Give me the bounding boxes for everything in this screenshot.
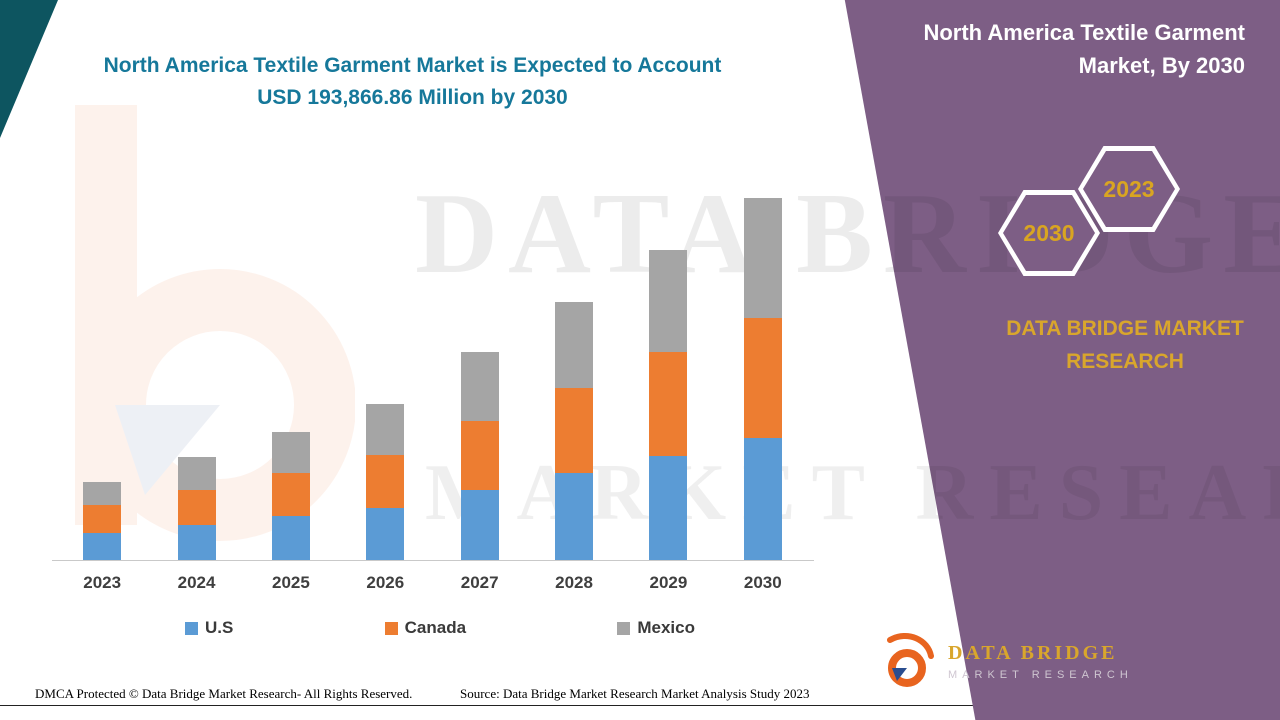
x-label-2028: 2028 [555, 573, 593, 592]
x-label-2023: 2023 [83, 573, 122, 592]
bar-segment-2026-U.S [366, 508, 405, 560]
bar-segment-2030-U.S [743, 438, 782, 560]
bar-segment-2028-U.S [555, 473, 594, 560]
bar-segment-2024-Mexico [177, 457, 216, 490]
hexagon-2023-label: 2023 [1083, 151, 1175, 227]
stacked-bar-chart: 2023 2024 2025 2026 2027 2028 2029 2030 [55, 190, 810, 593]
legend-swatch-Mexico [617, 621, 631, 635]
bar-segment-2024-Canada [177, 490, 216, 525]
bar-segment-2023-Mexico [83, 482, 122, 505]
x-label-2029: 2029 [649, 573, 688, 592]
bar-group-2028 [527, 190, 621, 560]
bar-group-2025 [244, 190, 338, 560]
legend-label-Canada: Canada [404, 618, 467, 637]
page-title: North America Textile Garment Market is … [30, 50, 795, 114]
bar-segment-2025-Mexico [271, 432, 310, 473]
bar-segment-2029-Mexico [649, 250, 688, 352]
panel-title-line2: Market, By 2030 [1078, 53, 1245, 78]
data-bridge-logo: DATA BRIDGE MARKET RESEARCH [878, 630, 1133, 692]
x-axis-line [52, 560, 814, 561]
brand-line1: DATA BRIDGE MARKET [1006, 317, 1244, 340]
bar-segment-2028-Canada [555, 388, 594, 473]
bar-group-2024 [149, 190, 243, 560]
footer-source-text: Source: Data Bridge Market Research Mark… [460, 686, 810, 701]
legend-swatch-U.S [185, 621, 198, 635]
legend-label-Mexico: Mexico [637, 618, 695, 637]
bar-segment-2023-U.S [83, 533, 122, 560]
bar-group-2029 [621, 190, 715, 560]
page-title-line2: USD 193,866.86 Million by 2030 [257, 86, 568, 109]
x-label-2026: 2026 [366, 573, 405, 592]
bar-segment-2030-Mexico [743, 198, 782, 318]
bar-segment-2026-Canada [366, 455, 405, 508]
legend-swatch-Canada [384, 621, 398, 635]
bar-segment-2023-Canada [83, 505, 122, 533]
bar-group-2027 [433, 190, 527, 560]
bar-segment-2030-Canada [743, 318, 782, 438]
bar-group-2030 [716, 190, 810, 560]
logo-name: DATA BRIDGE [948, 641, 1118, 664]
bar-segment-2024-U.S [177, 525, 216, 560]
logo-texts: DATA BRIDGE MARKET RESEARCH [948, 642, 1133, 681]
page-title-line1: North America Textile Garment Market is … [103, 54, 722, 77]
bar-segment-2027-Mexico [460, 352, 499, 421]
bar-segment-2029-Canada [649, 352, 688, 456]
bar-segment-2027-U.S [460, 490, 499, 560]
bar-segment-2027-Canada [460, 421, 499, 490]
hexagon-2030-label: 2030 [1003, 195, 1095, 271]
panel-title-line1: North America Textile Garment [923, 20, 1245, 45]
bar-segment-2028-Mexico [555, 302, 594, 388]
x-label-2024: 2024 [177, 573, 216, 592]
footer-divider-line [0, 705, 1280, 706]
legend: U.S Canada Mexico [185, 618, 695, 638]
bar-segment-2025-U.S [271, 516, 310, 560]
legend-item-Mexico: Mexico [617, 618, 695, 638]
legend-item-Canada: Canada [384, 618, 467, 638]
brand-line2: RESEARCH [1066, 350, 1184, 373]
logo-subtitle: MARKET RESEARCH [948, 668, 1133, 681]
x-label-2025: 2025 [272, 573, 310, 592]
bar-segment-2026-Mexico [366, 404, 405, 455]
x-label-2030: 2030 [743, 573, 782, 592]
x-labels: 2023 2024 2025 2026 2027 2028 2029 2030 [55, 573, 810, 593]
bar-segment-2025-Canada [271, 473, 310, 516]
brand-text: DATA BRIDGE MARKET RESEARCH [955, 312, 1280, 378]
legend-label-U.S: U.S [205, 618, 234, 637]
legend-item-U.S: U.S [185, 618, 233, 638]
bars-area [55, 190, 810, 560]
x-label-2027: 2027 [460, 573, 499, 592]
logo-mark-icon [887, 633, 934, 687]
footer-dmca-text: DMCA Protected © Data Bridge Market Rese… [35, 686, 413, 701]
bar-group-2023 [55, 190, 149, 560]
panel-title: North America Textile Garment Market, By… [885, 16, 1245, 82]
bar-group-2026 [338, 190, 432, 560]
bar-segment-2029-U.S [649, 456, 688, 560]
